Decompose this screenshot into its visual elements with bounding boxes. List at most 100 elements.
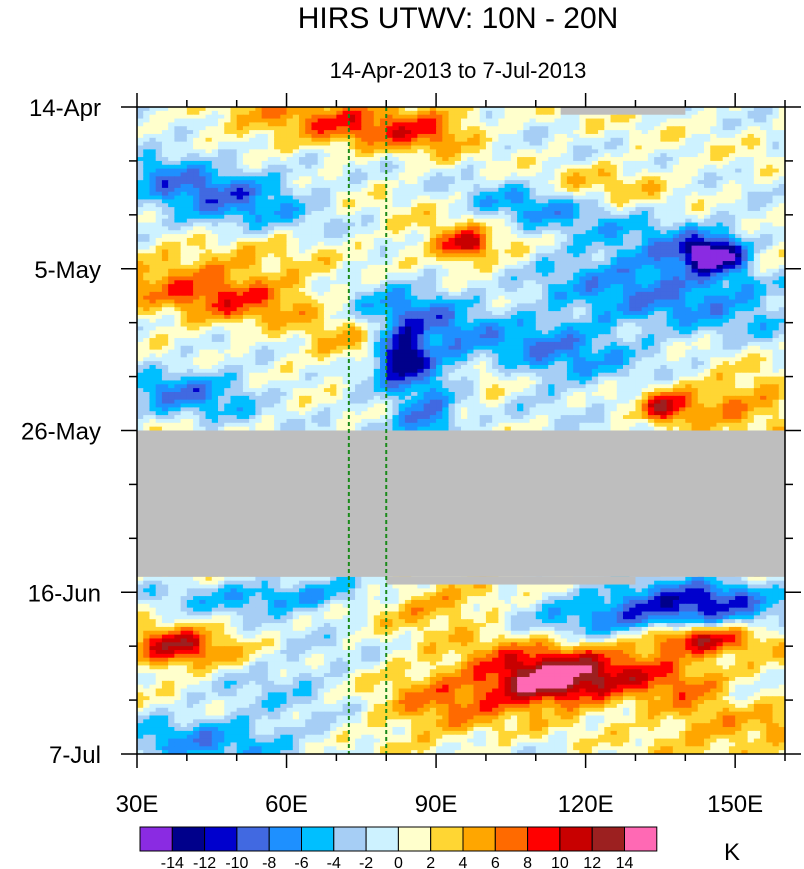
heatmap-cell [168,272,175,278]
heatmap-cell [741,126,749,131]
heatmap-cell [267,145,275,150]
heatmap-cell [610,118,618,123]
heatmap-cell [766,195,774,201]
heatmap-cell [423,245,431,251]
heatmap-cell [691,110,699,116]
heatmap-cell [174,107,182,112]
heatmap-cell [722,168,730,174]
heatmap-cell [299,214,306,220]
heatmap-cell [573,245,580,251]
heatmap-cell [442,210,450,216]
heatmap-cell [473,249,481,254]
heatmap-cell [311,118,319,123]
heatmap-cell [461,126,468,131]
heatmap-cell [604,126,612,131]
heatmap-cell [330,230,337,235]
heatmap-cell [286,145,294,150]
heatmap-cell [392,160,400,166]
heatmap-cell [205,230,213,235]
heatmap-cell [697,210,705,216]
heatmap-cell [517,164,524,170]
heatmap-cell [504,199,512,204]
heatmap-cell [255,230,263,235]
heatmap-cell [280,130,288,135]
heatmap-cell [404,218,412,224]
heatmap-cell [454,264,462,270]
heatmap-cell [535,272,543,278]
heatmap-cell [280,141,288,147]
heatmap-cell [242,153,250,158]
heatmap-cell [704,257,711,262]
heatmap-cell [498,172,506,177]
heatmap-cell [691,133,699,139]
heatmap-cell [654,126,661,131]
heatmap-cell [280,288,288,293]
heatmap-cell [498,249,506,254]
heatmap-cell [710,272,718,278]
heatmap-cell [610,176,618,181]
heatmap-cell [286,245,294,251]
heatmap-cell [280,110,288,116]
heatmap-cell [685,184,693,189]
heatmap-cell [230,272,238,278]
heatmap-cell [498,176,506,181]
heatmap-cell [168,137,175,143]
heatmap-cell [242,133,250,139]
heatmap-cell [585,187,593,193]
heatmap-cell [660,180,668,185]
heatmap-cell [361,288,369,293]
heatmap-cell [436,160,443,166]
heatmap-cell [249,207,256,212]
heatmap-cell [336,149,344,154]
heatmap-cell [485,264,493,270]
heatmap-cell [199,149,207,154]
heatmap-cell [242,257,250,262]
heatmap-cell [168,133,175,139]
heatmap-cell [261,253,269,258]
heatmap-cell [305,241,313,247]
heatmap-cell [616,118,624,123]
heatmap-cell [704,176,711,181]
heatmap-cell [236,284,244,289]
heatmap-cell [573,195,580,201]
heatmap-cell [423,210,431,216]
heatmap-cell [629,241,637,247]
heatmap-cell [249,230,256,235]
heatmap-cell [224,137,232,143]
heatmap-cell [380,118,387,123]
heatmap-cell [398,237,406,243]
heatmap-cell [149,126,157,131]
heatmap-cell [218,195,225,201]
heatmap-cell [498,130,506,135]
heatmap-cell [548,280,556,285]
heatmap-cell [760,226,767,231]
heatmap-cell [666,133,674,139]
heatmap-cell [498,110,506,116]
heatmap-cell [155,264,163,270]
heatmap-cell [199,276,207,281]
heatmap-cell [585,234,593,239]
heatmap-cell [342,180,350,185]
heatmap-cell [585,264,593,270]
heatmap-cell [585,253,593,258]
heatmap-cell [404,280,412,285]
heatmap-cell [404,137,412,143]
heatmap-cell [716,164,724,170]
heatmap-cell [348,230,356,235]
heatmap-cell [236,288,244,293]
heatmap-cell [772,141,780,147]
heatmap-cell [461,114,468,120]
heatmap-cell [161,172,169,177]
heatmap-cell [168,249,175,254]
heatmap-cell [747,237,755,243]
heatmap-cell [436,207,443,212]
heatmap-cell [330,195,337,201]
heatmap-cell [274,280,281,285]
heatmap-cell [504,164,512,170]
heatmap-cell [411,176,418,181]
heatmap-cell [741,172,749,177]
heatmap-cell [573,184,580,189]
heatmap-cell [504,187,512,193]
heatmap-cell [367,145,375,150]
heatmap-cell [454,226,462,231]
